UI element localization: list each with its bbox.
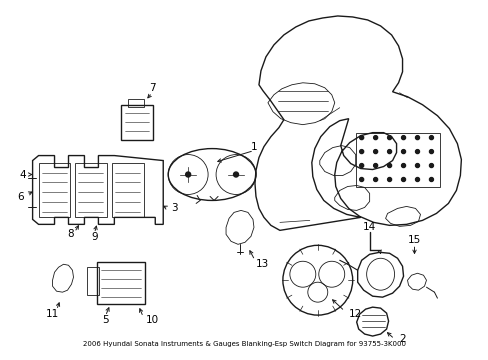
Text: 15: 15 xyxy=(407,235,420,245)
Bar xyxy=(75,163,107,217)
Circle shape xyxy=(359,163,363,167)
Bar xyxy=(87,267,99,295)
Circle shape xyxy=(401,150,405,154)
Circle shape xyxy=(415,136,419,140)
Circle shape xyxy=(359,177,363,181)
Circle shape xyxy=(401,163,405,167)
Circle shape xyxy=(428,177,432,181)
Text: 10: 10 xyxy=(145,315,159,325)
Circle shape xyxy=(387,177,391,181)
Bar xyxy=(39,163,70,217)
Circle shape xyxy=(387,136,391,140)
Circle shape xyxy=(428,136,432,140)
Text: 3: 3 xyxy=(170,203,177,213)
Circle shape xyxy=(415,177,419,181)
Circle shape xyxy=(185,172,190,177)
Circle shape xyxy=(415,163,419,167)
Circle shape xyxy=(428,150,432,154)
Bar xyxy=(97,262,145,304)
Circle shape xyxy=(401,177,405,181)
Circle shape xyxy=(373,163,377,167)
Bar xyxy=(128,99,144,107)
Bar xyxy=(121,105,153,140)
Text: 6: 6 xyxy=(17,193,24,202)
Circle shape xyxy=(373,177,377,181)
Text: 7: 7 xyxy=(149,83,155,93)
Circle shape xyxy=(359,150,363,154)
Text: 4: 4 xyxy=(20,170,26,180)
Circle shape xyxy=(387,150,391,154)
Circle shape xyxy=(373,150,377,154)
Text: 13: 13 xyxy=(255,259,268,269)
Circle shape xyxy=(415,150,419,154)
Text: 9: 9 xyxy=(91,232,98,242)
Text: 12: 12 xyxy=(348,309,362,319)
Circle shape xyxy=(387,163,391,167)
Text: 2: 2 xyxy=(398,334,405,344)
Circle shape xyxy=(401,136,405,140)
Text: 1: 1 xyxy=(250,141,257,152)
Circle shape xyxy=(233,172,238,177)
Text: 14: 14 xyxy=(362,222,375,232)
Text: 11: 11 xyxy=(46,309,59,319)
Text: 5: 5 xyxy=(102,315,108,325)
Bar xyxy=(355,132,440,188)
Text: 8: 8 xyxy=(67,229,74,239)
Circle shape xyxy=(373,136,377,140)
Circle shape xyxy=(359,136,363,140)
Bar xyxy=(112,163,144,217)
Text: 2006 Hyundai Sonata Instruments & Gauges Blanking-Esp Switch Diagram for 93755-3: 2006 Hyundai Sonata Instruments & Gauges… xyxy=(82,341,405,347)
Circle shape xyxy=(428,163,432,167)
